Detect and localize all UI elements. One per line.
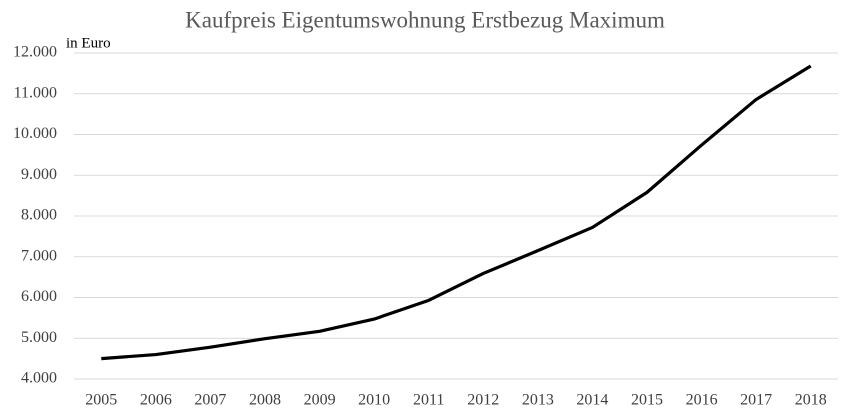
- x-tick-label: 2006: [140, 392, 172, 409]
- x-tick-label: 2015: [631, 392, 663, 409]
- y-tick-label: 8.000: [21, 207, 57, 224]
- x-tick-label: 2005: [85, 392, 117, 409]
- x-tick-label: 2009: [304, 392, 336, 409]
- y-tick-label: 10.000: [13, 125, 57, 142]
- y-tick-label: 9.000: [21, 166, 57, 183]
- x-tick-label: 2017: [740, 392, 772, 409]
- data-line: [101, 64, 812, 361]
- x-tick-label: 2016: [686, 392, 718, 409]
- x-tick-label: 2012: [467, 392, 499, 409]
- y-tick-label: 11.000: [14, 84, 57, 101]
- x-tick-label: 2010: [358, 392, 390, 409]
- y-tick-label: 5.000: [21, 329, 57, 346]
- y-tick-label: 12.000: [13, 44, 57, 61]
- x-tick-label: 2014: [576, 392, 608, 409]
- y-axis-label: in Euro: [66, 35, 111, 51]
- x-tick-label: 2013: [522, 392, 554, 409]
- y-tick-label: 6.000: [21, 288, 57, 305]
- x-tick-label: 2011: [413, 392, 444, 409]
- y-tick-label: 4.000: [21, 370, 57, 387]
- x-tick-label: 2018: [795, 392, 827, 409]
- chart-title: Kaufpreis Eigentumswohnung Erstbezug Max…: [185, 7, 665, 32]
- x-tick-label: 2008: [249, 392, 281, 409]
- x-tick-label: 2007: [194, 392, 226, 409]
- y-tick-label: 7.000: [21, 247, 57, 264]
